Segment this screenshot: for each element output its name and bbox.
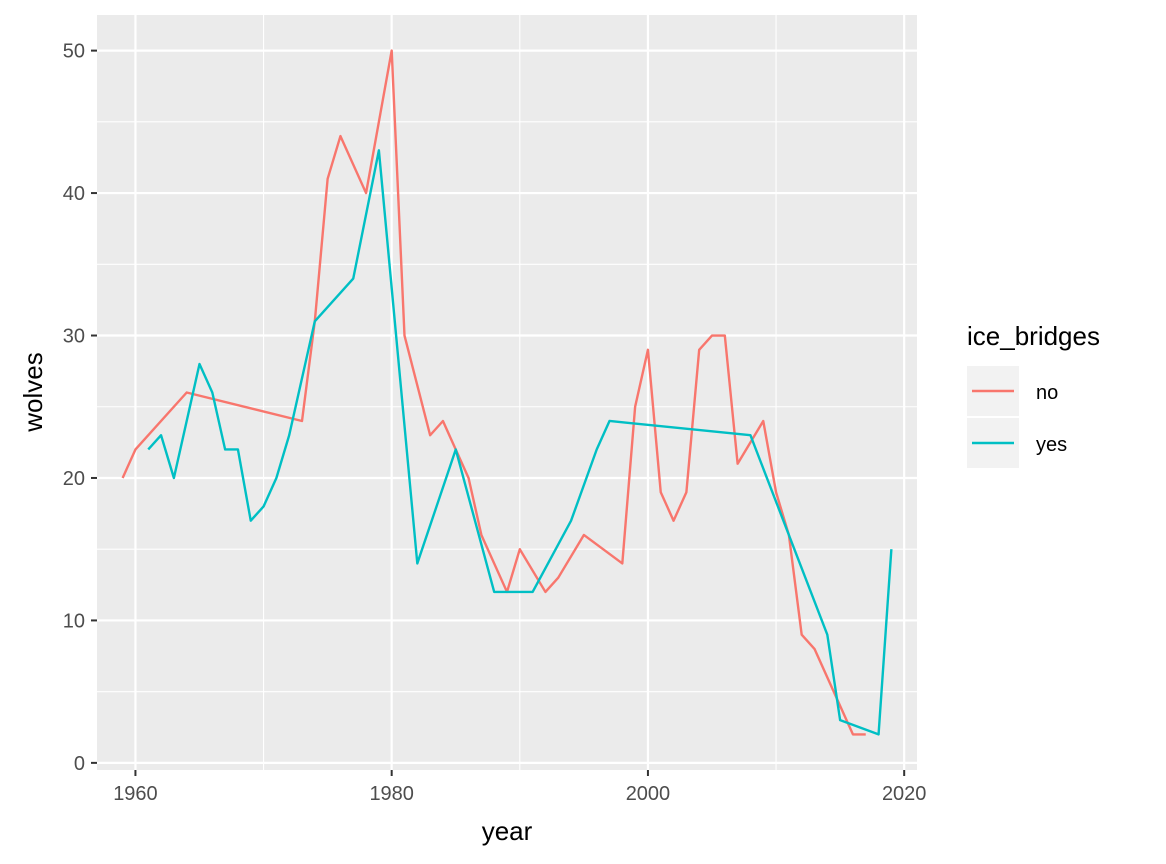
series-line-yes xyxy=(147,149,893,736)
panel-background xyxy=(97,15,917,770)
series-lines xyxy=(121,49,893,736)
y-tick-label: 40 xyxy=(63,183,85,205)
x-tick-label: 1980 xyxy=(369,783,414,805)
y-tick-label: 0 xyxy=(74,753,85,775)
y-tick-label: 30 xyxy=(63,326,85,348)
legend: ice_bridges no yes xyxy=(967,321,1100,468)
x-axis: 1960 1980 2000 2020 xyxy=(113,770,926,805)
y-axis: 0 10 20 30 40 50 xyxy=(63,41,97,775)
series-line-no xyxy=(121,49,866,736)
major-gridlines xyxy=(97,15,917,770)
x-tick-label: 2000 xyxy=(626,783,671,805)
y-tick-label: 50 xyxy=(63,41,85,63)
legend-label-yes: yes xyxy=(1036,434,1067,456)
legend-title: ice_bridges xyxy=(967,321,1100,351)
x-axis-title: year xyxy=(482,816,533,846)
x-tick-label: 2020 xyxy=(882,783,927,805)
x-tick-label: 1960 xyxy=(113,783,158,805)
minor-gridlines xyxy=(97,15,917,770)
y-axis-title: wolves xyxy=(18,352,48,432)
y-tick-label: 10 xyxy=(63,610,85,632)
y-tick-label: 20 xyxy=(63,468,85,490)
legend-label-no: no xyxy=(1036,382,1058,404)
